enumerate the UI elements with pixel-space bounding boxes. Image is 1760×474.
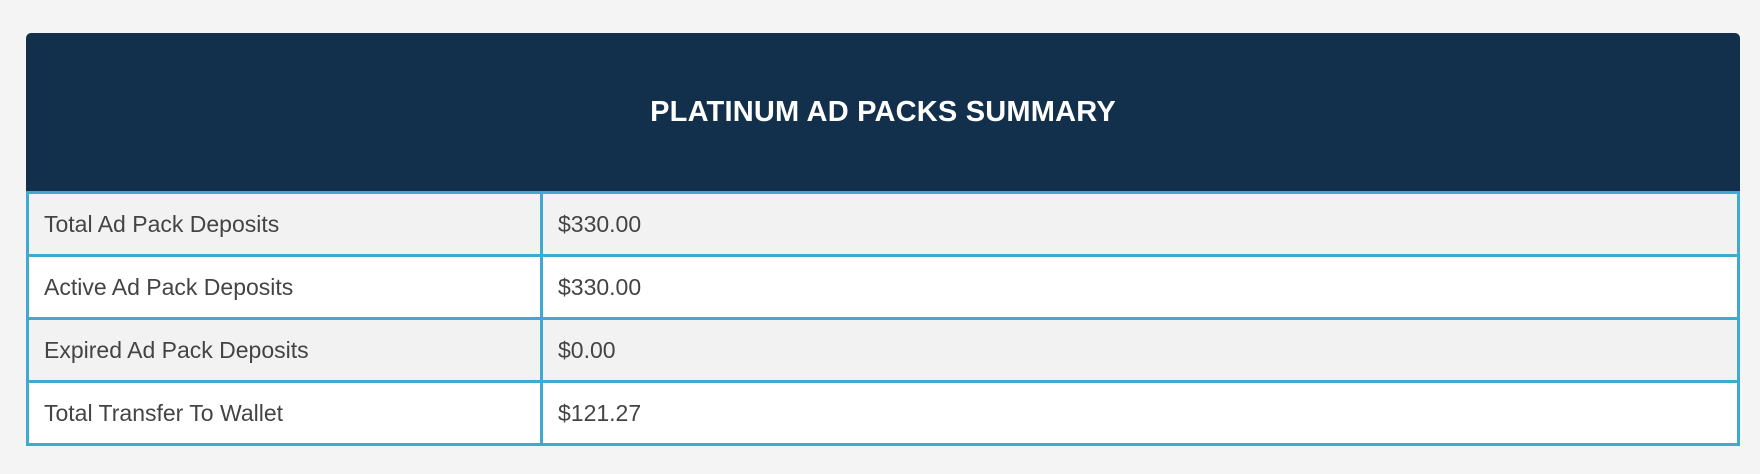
panel-header: PLATINUM AD PACKS SUMMARY: [26, 33, 1740, 191]
row-value: $330.00: [540, 191, 1740, 257]
row-label: Active Ad Pack Deposits: [26, 254, 543, 320]
table-row: Total Ad Pack Deposits $330.00: [26, 191, 1740, 257]
panel-title: PLATINUM AD PACKS SUMMARY: [650, 95, 1116, 128]
row-value: $121.27: [540, 380, 1740, 446]
summary-panel: PLATINUM AD PACKS SUMMARY Total Ad Pack …: [26, 33, 1740, 446]
row-value: $330.00: [540, 254, 1740, 320]
row-label: Total Transfer To Wallet: [26, 380, 543, 446]
summary-table: Total Ad Pack Deposits $330.00 Active Ad P…: [26, 191, 1740, 446]
row-label: Total Ad Pack Deposits: [26, 191, 543, 257]
table-row: Active Ad Pack Deposits $330.00: [26, 254, 1740, 320]
table-row: Total Transfer To Wallet $121.27: [26, 380, 1740, 446]
row-value: $0.00: [540, 317, 1740, 383]
table-row: Expired Ad Pack Deposits $0.00: [26, 317, 1740, 383]
row-label: Expired Ad Pack Deposits: [26, 317, 543, 383]
